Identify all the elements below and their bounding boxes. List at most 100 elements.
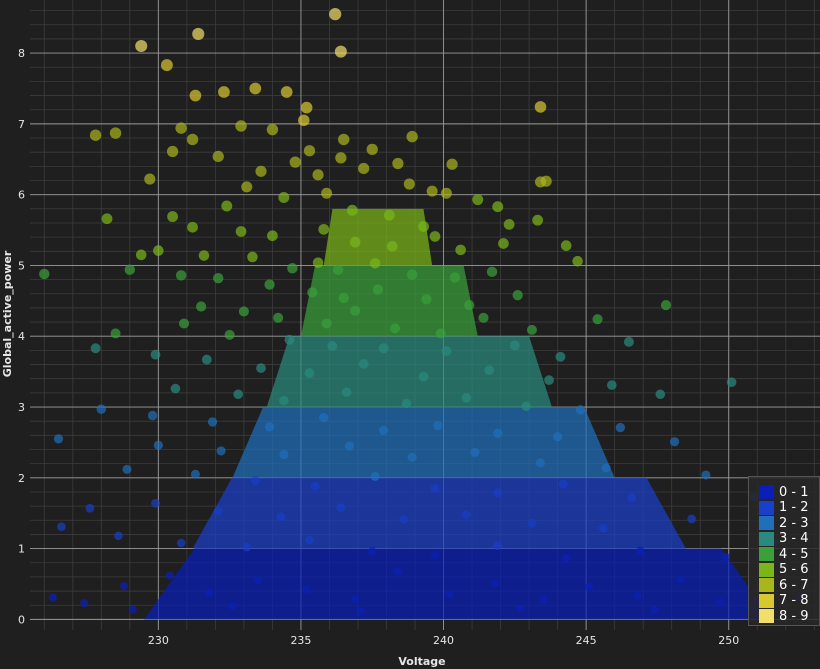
density-band bbox=[323, 208, 433, 266]
data-point bbox=[321, 187, 333, 199]
data-point bbox=[302, 585, 311, 594]
data-point bbox=[300, 101, 313, 114]
legend-swatch bbox=[759, 500, 774, 515]
data-point bbox=[201, 354, 212, 365]
y-tick-labels: 0 1 2 3 4 5 6 7 8 bbox=[18, 47, 25, 626]
data-point bbox=[383, 209, 395, 221]
density-band bbox=[266, 336, 552, 408]
data-point bbox=[250, 476, 260, 486]
data-point bbox=[228, 601, 237, 610]
data-point bbox=[85, 503, 95, 513]
data-point bbox=[372, 284, 384, 295]
data-point bbox=[493, 428, 503, 438]
data-point bbox=[433, 420, 443, 431]
x-tick-label: 230 bbox=[148, 634, 169, 647]
data-point bbox=[486, 266, 498, 278]
data-point bbox=[186, 133, 199, 146]
data-point bbox=[555, 351, 566, 362]
data-point bbox=[534, 101, 547, 113]
data-point bbox=[401, 398, 412, 409]
legend-entry: 3 - 4 bbox=[759, 531, 809, 547]
data-point bbox=[233, 389, 243, 400]
data-point bbox=[196, 301, 207, 312]
legend-label: 1 - 2 bbox=[779, 500, 809, 515]
y-tick-label: 0 bbox=[18, 613, 25, 626]
data-point bbox=[80, 599, 89, 608]
data-point bbox=[280, 86, 293, 98]
data-point bbox=[57, 522, 66, 531]
data-point bbox=[160, 59, 173, 72]
legend-swatch bbox=[759, 578, 774, 592]
data-point bbox=[606, 380, 617, 390]
data-point bbox=[532, 214, 544, 226]
data-point bbox=[633, 591, 642, 601]
data-point bbox=[378, 343, 389, 354]
data-point bbox=[289, 156, 301, 168]
data-point bbox=[303, 145, 316, 157]
data-point bbox=[627, 493, 637, 503]
legend-entry: 0 - 1 bbox=[759, 484, 809, 500]
data-point bbox=[539, 596, 548, 605]
data-point bbox=[213, 506, 223, 516]
data-point bbox=[430, 483, 440, 493]
data-point bbox=[601, 463, 611, 473]
legend-entry: 7 - 8 bbox=[759, 593, 809, 609]
data-point bbox=[53, 434, 64, 444]
data-point bbox=[119, 581, 129, 591]
data-point bbox=[512, 290, 523, 301]
legend-entry: 8 - 9 bbox=[759, 608, 809, 624]
data-point bbox=[334, 45, 347, 58]
data-point bbox=[278, 192, 290, 203]
data-point bbox=[213, 272, 224, 284]
data-point bbox=[279, 449, 289, 460]
legend-label: 7 - 8 bbox=[779, 593, 809, 608]
data-point bbox=[726, 377, 737, 388]
data-point bbox=[615, 422, 626, 433]
data-point bbox=[407, 452, 417, 462]
data-point bbox=[386, 241, 398, 252]
data-point bbox=[655, 389, 666, 400]
data-point bbox=[135, 249, 147, 261]
data-point bbox=[216, 446, 226, 456]
legend-swatch bbox=[759, 562, 774, 577]
data-point bbox=[153, 245, 164, 256]
legend-entry: 4 - 5 bbox=[759, 546, 809, 562]
data-point bbox=[254, 576, 263, 585]
density-band bbox=[192, 477, 686, 549]
data-point bbox=[327, 341, 338, 352]
data-point bbox=[367, 547, 377, 556]
data-point bbox=[421, 294, 432, 305]
data-point bbox=[167, 211, 179, 223]
data-point bbox=[176, 538, 186, 548]
data-point bbox=[170, 383, 181, 394]
data-point bbox=[575, 405, 586, 415]
data-point bbox=[255, 165, 267, 177]
data-point bbox=[144, 173, 156, 185]
x-tick-labels: 230 235 240 245 250 bbox=[148, 634, 739, 647]
data-point bbox=[305, 535, 314, 545]
data-point bbox=[332, 264, 344, 275]
data-point bbox=[189, 89, 202, 102]
legend-swatch bbox=[759, 485, 774, 499]
data-point bbox=[122, 464, 132, 474]
data-point bbox=[598, 523, 608, 533]
data-point bbox=[716, 598, 725, 607]
data-point bbox=[205, 588, 214, 597]
data-point bbox=[521, 401, 531, 412]
data-point bbox=[266, 123, 279, 136]
legend-entry: 1 - 2 bbox=[759, 500, 809, 516]
data-point bbox=[493, 488, 503, 498]
data-point bbox=[390, 323, 401, 334]
y-tick-label: 2 bbox=[18, 472, 25, 485]
legend-entry: 6 - 7 bbox=[759, 577, 809, 593]
data-point bbox=[151, 498, 160, 508]
data-point bbox=[190, 469, 200, 479]
data-point bbox=[701, 470, 711, 480]
data-point bbox=[298, 114, 310, 127]
legend-swatch bbox=[759, 609, 774, 623]
data-point bbox=[478, 312, 489, 323]
x-axis-label: Voltage bbox=[398, 655, 445, 668]
data-point bbox=[224, 329, 235, 340]
data-point bbox=[147, 410, 158, 421]
